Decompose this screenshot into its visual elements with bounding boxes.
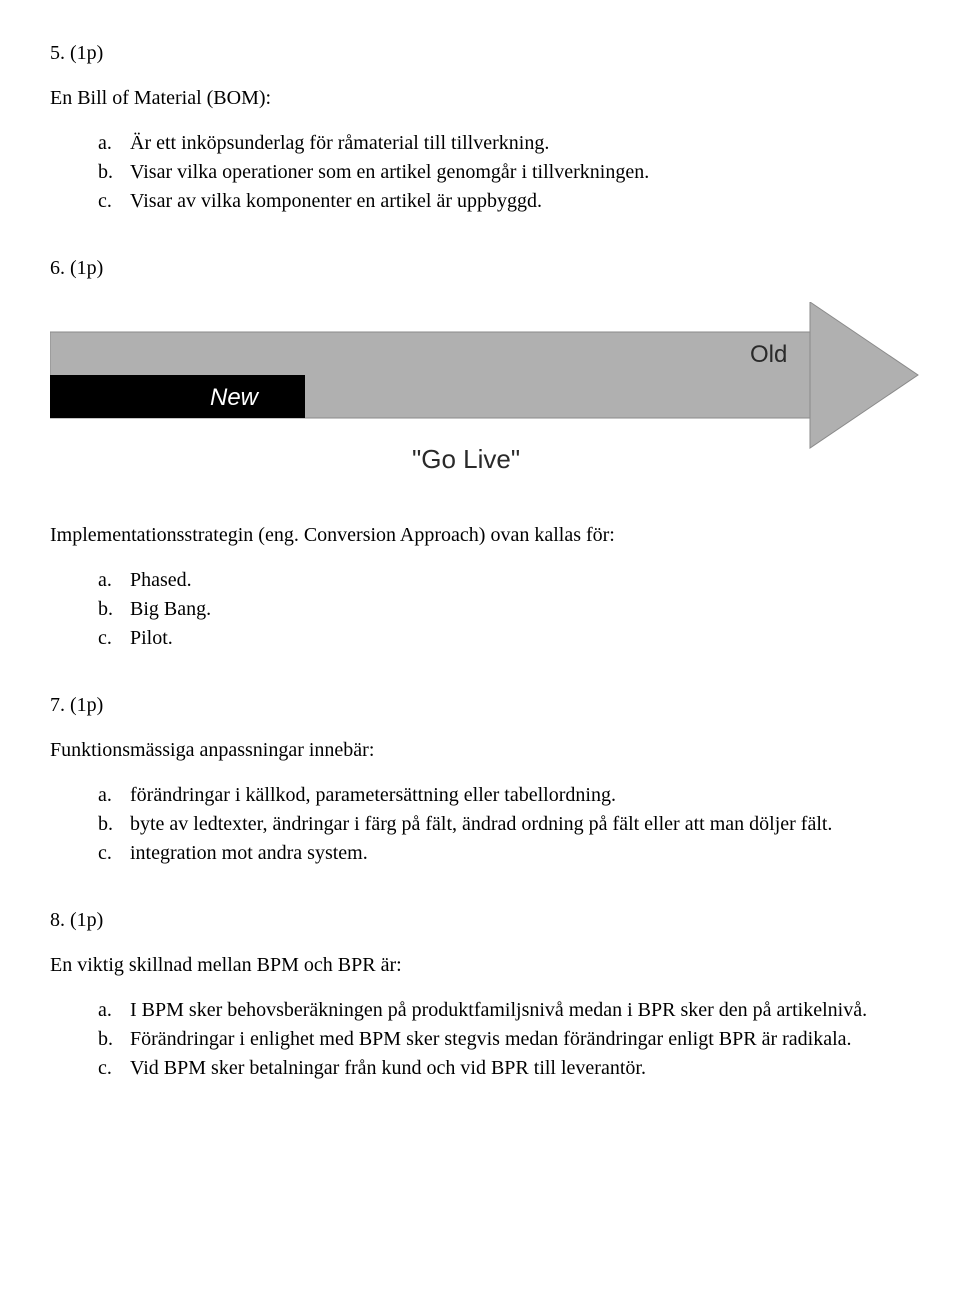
- option-letter: c.: [98, 840, 120, 867]
- q7-options: a. förändringar i källkod, parametersätt…: [98, 782, 910, 867]
- option-text: Förändringar i enlighet med BPM sker ste…: [130, 1026, 852, 1053]
- option-text: Visar av vilka komponenter en artikel är…: [130, 188, 542, 215]
- arrow-diagram-svg: Old New "Go Live": [50, 302, 920, 492]
- option-letter: a.: [98, 782, 120, 809]
- option-text: I BPM sker behovsberäkningen på produktf…: [130, 997, 867, 1024]
- option-letter: b.: [98, 159, 120, 186]
- go-live-label: "Go Live": [412, 444, 520, 474]
- q7-prompt: Funktionsmässiga anpassningar innebär:: [50, 737, 910, 764]
- option-text: Phased.: [130, 567, 192, 594]
- q6-options: a. Phased. b. Big Bang. c. Pilot.: [98, 567, 910, 652]
- q6-option-c: c. Pilot.: [98, 625, 910, 652]
- q6-prompt: Implementationsstrategin (eng. Conversio…: [50, 522, 910, 549]
- q8-options: a. I BPM sker behovsberäkningen på produ…: [98, 997, 910, 1082]
- option-letter: a.: [98, 567, 120, 594]
- q7-option-a: a. förändringar i källkod, parametersätt…: [98, 782, 910, 809]
- option-letter: a.: [98, 130, 120, 157]
- q5-option-c: c. Visar av vilka komponenter en artikel…: [98, 188, 910, 215]
- q5-prompt: En Bill of Material (BOM):: [50, 85, 910, 112]
- q8-option-c: c. Vid BPM sker betalningar från kund oc…: [98, 1055, 910, 1082]
- option-text: integration mot andra system.: [130, 840, 368, 867]
- new-bar: [50, 375, 305, 418]
- option-letter: a.: [98, 997, 120, 1024]
- option-letter: b.: [98, 1026, 120, 1053]
- q7-option-c: c. integration mot andra system.: [98, 840, 910, 867]
- q8-option-a: a. I BPM sker behovsberäkningen på produ…: [98, 997, 910, 1024]
- option-text: Är ett inköpsunderlag för råmaterial til…: [130, 130, 549, 157]
- option-letter: c.: [98, 188, 120, 215]
- q5-header: 5. (1p): [50, 40, 910, 67]
- option-text: Visar vilka operationer som en artikel g…: [130, 159, 649, 186]
- q8-option-b: b. Förändringar i enlighet med BPM sker …: [98, 1026, 910, 1053]
- q5-options: a. Är ett inköpsunderlag för råmaterial …: [98, 130, 910, 215]
- option-letter: b.: [98, 811, 120, 838]
- q7-header: 7. (1p): [50, 692, 910, 719]
- conversion-diagram: Old New "Go Live": [50, 302, 910, 492]
- option-text: Big Bang.: [130, 596, 211, 623]
- option-text: byte av ledtexter, ändringar i färg på f…: [130, 811, 832, 838]
- q5-option-a: a. Är ett inköpsunderlag för råmaterial …: [98, 130, 910, 157]
- option-letter: c.: [98, 625, 120, 652]
- option-text: förändringar i källkod, parametersättnin…: [130, 782, 616, 809]
- q6-option-b: b. Big Bang.: [98, 596, 910, 623]
- arrow-head: [810, 302, 918, 448]
- option-text: Pilot.: [130, 625, 173, 652]
- option-letter: b.: [98, 596, 120, 623]
- option-text: Vid BPM sker betalningar från kund och v…: [130, 1055, 646, 1082]
- q7-option-b: b. byte av ledtexter, ändringar i färg p…: [98, 811, 910, 838]
- old-label: Old: [750, 341, 787, 368]
- q5-option-b: b. Visar vilka operationer som en artike…: [98, 159, 910, 186]
- new-label: New: [210, 384, 260, 411]
- q8-header: 8. (1p): [50, 907, 910, 934]
- q6-option-a: a. Phased.: [98, 567, 910, 594]
- q6-header: 6. (1p): [50, 255, 910, 282]
- option-letter: c.: [98, 1055, 120, 1082]
- q8-prompt: En viktig skillnad mellan BPM och BPR är…: [50, 952, 910, 979]
